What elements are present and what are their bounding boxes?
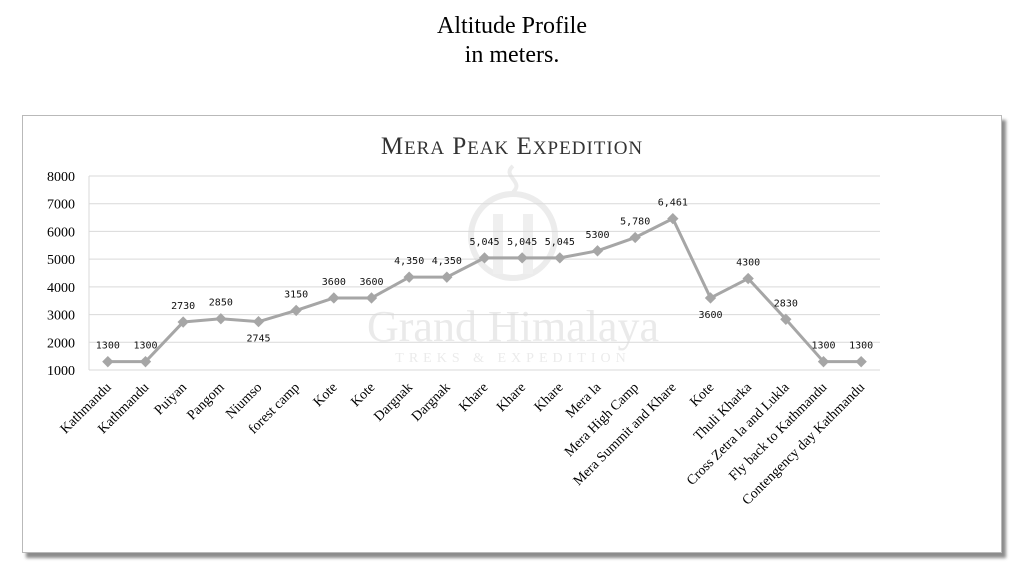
data-point <box>403 271 415 283</box>
watermark-logo-icon <box>468 164 558 281</box>
data-label: 1300 <box>96 341 120 352</box>
data-point <box>177 316 189 328</box>
data-label: 2730 <box>171 301 195 312</box>
x-tick-label: Dargnak <box>371 380 416 425</box>
y-tick-label: 7000 <box>47 198 75 213</box>
watermark: Grand Himalaya TREKS & EXPEDITION <box>367 164 659 366</box>
data-label: 3600 <box>359 277 383 288</box>
y-tick-label: 3000 <box>47 309 75 324</box>
data-label: 4300 <box>736 258 760 269</box>
page-heading: Altitude Profile in meters. <box>0 12 1024 70</box>
data-label: 4,350 <box>394 256 424 267</box>
x-tick-label: Khare <box>532 380 567 415</box>
x-tick-label: Kote <box>348 380 378 410</box>
data-label: 1300 <box>849 341 873 352</box>
data-point <box>102 356 114 368</box>
data-point <box>591 245 604 257</box>
data-label: 5,045 <box>469 237 499 248</box>
data-point <box>855 356 867 368</box>
data-label: 6,461 <box>658 198 688 209</box>
data-label: 2850 <box>209 298 233 309</box>
data-point <box>667 212 679 225</box>
data-labels: 1300 1300 2730 2850 2745 3150 3600 3600 4,350 4,3… <box>96 198 873 352</box>
data-label: 4,350 <box>432 256 462 267</box>
x-tick-label: Khare <box>494 380 529 415</box>
x-tick-label: Kote <box>311 380 341 410</box>
data-label: 3150 <box>284 289 308 300</box>
data-point <box>328 292 340 304</box>
data-point <box>252 315 265 328</box>
watermark-tagline: TREKS & EXPEDITION <box>395 351 630 366</box>
y-tick-label: 4000 <box>47 281 75 296</box>
data-point <box>780 313 792 325</box>
y-tick-label: 2000 <box>47 336 75 351</box>
data-point <box>441 271 453 283</box>
altitude-chart: Grand Himalaya TREKS & EXPEDITION MERA P… <box>47 133 880 509</box>
data-label: 3600 <box>322 277 346 288</box>
data-label: 3600 <box>698 310 722 321</box>
data-point <box>290 304 302 317</box>
data-point <box>365 292 378 304</box>
data-label: 5300 <box>585 230 609 241</box>
data-point <box>817 356 830 368</box>
chart-title: MERA PEAK EXPEDITION <box>381 133 643 160</box>
data-point <box>478 252 491 264</box>
y-axis: 1000 2000 3000 4000 5000 6000 7000 8000 <box>47 170 90 379</box>
data-label: 5,780 <box>620 217 650 228</box>
data-markers <box>102 212 867 368</box>
x-tick-label: Kote <box>687 380 717 410</box>
data-point <box>215 313 227 325</box>
x-tick-label: Dargnak <box>409 380 454 425</box>
heading-line-1: Altitude Profile <box>437 13 587 39</box>
data-label: 5,045 <box>507 237 537 248</box>
data-label: 1300 <box>133 341 157 352</box>
data-label: 5,045 <box>545 237 575 248</box>
y-tick-label: 5000 <box>47 253 75 268</box>
data-point <box>139 356 152 368</box>
data-point <box>629 231 641 244</box>
data-label: 2830 <box>774 298 798 309</box>
data-point <box>704 292 717 304</box>
y-tick-label: 8000 <box>47 170 75 185</box>
data-label: 1300 <box>811 341 835 352</box>
y-tick-label: 6000 <box>47 225 75 240</box>
x-tick-label: Khare <box>457 380 492 415</box>
data-label: 2745 <box>246 334 270 345</box>
data-point <box>742 272 754 285</box>
watermark-brand: Grand Himalaya <box>367 302 659 351</box>
x-tick-label: Pangom <box>185 380 228 423</box>
y-tick-label: 1000 <box>47 364 75 379</box>
data-point <box>516 252 528 264</box>
heading-line-2: in meters. <box>464 42 560 68</box>
data-point <box>554 252 566 264</box>
chart-frame: Grand Himalaya TREKS & EXPEDITION MERA P… <box>22 115 1002 553</box>
